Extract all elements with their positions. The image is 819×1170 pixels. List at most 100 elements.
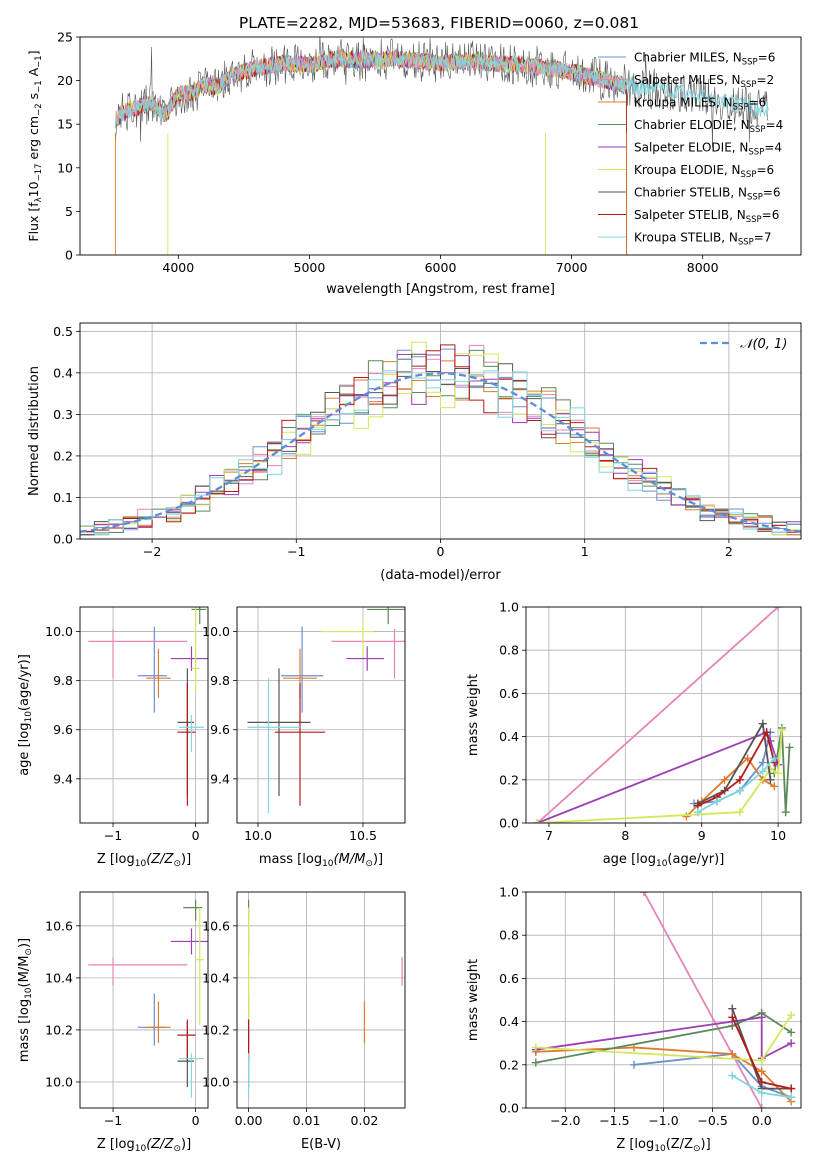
age-vs-z-ylabel: age [log10(age/yr)]	[17, 654, 34, 776]
x-tick-label: −1	[287, 544, 305, 559]
x-tick-label: 0	[192, 1113, 200, 1128]
weight-vs-z-ylabel: mass weight	[466, 959, 481, 1041]
weight-marker	[533, 819, 542, 823]
y-tick-label: 0.2	[499, 772, 519, 787]
x-tick-label: 10.0	[244, 828, 272, 843]
weight-marker	[787, 1093, 796, 1102]
y-tick-label: 9.6	[210, 722, 230, 737]
age-vs-z-axes: −1 0 9.4 9.6 9.8 10.0	[45, 607, 208, 843]
residuals-frame	[79, 322, 802, 540]
x-tick-label: 8000	[687, 260, 719, 275]
weight-marker	[770, 782, 779, 791]
y-tick-label: 9.4	[210, 771, 230, 786]
weight-marker	[735, 775, 744, 784]
weight-marker	[735, 786, 744, 795]
weight-marker	[682, 812, 691, 821]
y-tick-label: 0.0	[499, 1101, 519, 1116]
y-tick-label: 0.4	[499, 1014, 519, 1029]
weight-marker	[630, 1060, 639, 1069]
y-tick-label: 0	[65, 248, 73, 263]
weight-marker	[712, 797, 721, 806]
age-vs-z-xlabel: Z [log10(Z/Z⊙)]	[97, 852, 191, 869]
gaussian-curve	[80, 372, 801, 533]
y-tick-label: 10.4	[202, 970, 230, 985]
x-tick-label: 1	[581, 544, 589, 559]
x-tick-label: 0.01	[293, 1113, 321, 1128]
x-tick-label: −0.5	[697, 1113, 727, 1128]
weight-vs-age-lines	[533, 607, 794, 823]
weight-marker	[758, 719, 767, 728]
weight-marker	[531, 1043, 540, 1052]
y-tick-label: 15	[57, 117, 73, 132]
mass-vs-z-points	[88, 899, 208, 1098]
x-tick-label: 0.00	[235, 1113, 263, 1128]
y-tick-label: 0.4	[53, 365, 73, 380]
weight-marker	[639, 892, 648, 896]
y-tick-label: 10.0	[202, 1074, 230, 1089]
weight-marker	[720, 775, 729, 784]
spectrum-axes: 4000 5000 6000 7000 8000 0 5 10 15 20 25	[57, 30, 719, 276]
weight-marker	[762, 728, 771, 737]
weight-marker	[728, 1021, 737, 1030]
weight-marker	[758, 758, 767, 767]
residuals-axes: −2 −1 0 1 2 0.0 0.1 0.2 0.3 0.4 0.5	[53, 323, 801, 559]
legend-entry: Chabrier MILES, NSSP=6	[634, 51, 775, 68]
spectrum-line-chabrier-elodie	[115, 50, 627, 255]
legend-entry: Kroupa ELODIE, NSSP=6	[634, 163, 774, 180]
weight-line-salpeter-miles	[643, 892, 763, 1108]
weight-marker	[757, 1067, 766, 1076]
weight-marker	[757, 1013, 766, 1022]
histogram-kroupa-stelib	[80, 358, 801, 539]
y-tick-label: 20	[57, 73, 73, 88]
weight-marker	[757, 1088, 766, 1097]
x-tick-label: 0	[192, 828, 200, 843]
mass-vs-z-frame	[79, 891, 209, 1109]
y-tick-label: 1.0	[499, 885, 519, 900]
x-tick-label: 0	[437, 544, 445, 559]
weight-marker	[766, 736, 775, 745]
weight-marker	[787, 1028, 796, 1037]
weight-marker	[787, 1084, 796, 1093]
residuals-ylabel: Normed distribution	[27, 366, 42, 496]
weight-marker	[774, 607, 783, 611]
weight-marker	[757, 1104, 766, 1108]
x-tick-label: −2.0	[550, 1113, 580, 1128]
weight-line-chabrier-elodie	[773, 727, 791, 813]
weight-marker	[787, 1011, 796, 1020]
x-tick-label: 10.5	[349, 828, 377, 843]
age-vs-mass-points	[247, 607, 405, 814]
age-vs-mass-xlabel: mass [log10(M/M⊙)]	[259, 852, 383, 869]
mass-vs-ebv-frame	[236, 891, 406, 1109]
x-tick-label: 10	[770, 828, 786, 843]
spectrum-legend: Chabrier MILES, NSSP=6 Salpeter MILES, NS…	[598, 51, 783, 248]
weight-line-chabrier-miles	[694, 732, 772, 805]
weight-marker	[693, 808, 702, 817]
weight-line-salpeter-elodie	[535, 1016, 792, 1060]
weight-marker	[728, 1004, 737, 1013]
x-tick-label: 4000	[162, 260, 194, 275]
weight-vs-age-frame	[525, 606, 802, 824]
x-tick-label: 0.0	[752, 1113, 772, 1128]
legend-entry: Chabrier STELIB, NSSP=6	[634, 186, 781, 203]
y-tick-label: 10.6	[45, 918, 73, 933]
legend-entry: Salpeter STELIB, NSSP=6	[634, 208, 779, 225]
y-tick-label: 0.8	[499, 643, 519, 658]
y-tick-label: 1.0	[499, 600, 519, 615]
mass-vs-z-xlabel: Z [log10(Z/Z⊙)]	[97, 1137, 191, 1154]
spectrum-xlabel: wavelength [Angstrom, rest frame]	[326, 282, 555, 297]
weight-marker	[770, 754, 779, 763]
weight-marker	[774, 769, 783, 778]
weight-marker	[766, 775, 775, 784]
spectrum-line-kroupa-miles	[115, 49, 627, 255]
weight-vs-z-lines	[531, 892, 796, 1108]
weight-vs-z-xlabel: Z [log10(Z/Z⊙)]	[616, 1137, 710, 1154]
x-tick-label: −1.0	[648, 1113, 678, 1128]
legend-entry: Kroupa STELIB, NSSP=7	[634, 231, 772, 248]
y-tick-label: 10.0	[45, 624, 73, 639]
legend-entry: 𝒩(0, 1)	[740, 337, 787, 352]
weight-vs-age-ylabel: mass weight	[466, 674, 481, 756]
weight-line-chabrier-stelib	[697, 720, 772, 805]
weight-marker	[728, 1013, 737, 1022]
weight-line-salpeter-miles	[536, 607, 779, 823]
